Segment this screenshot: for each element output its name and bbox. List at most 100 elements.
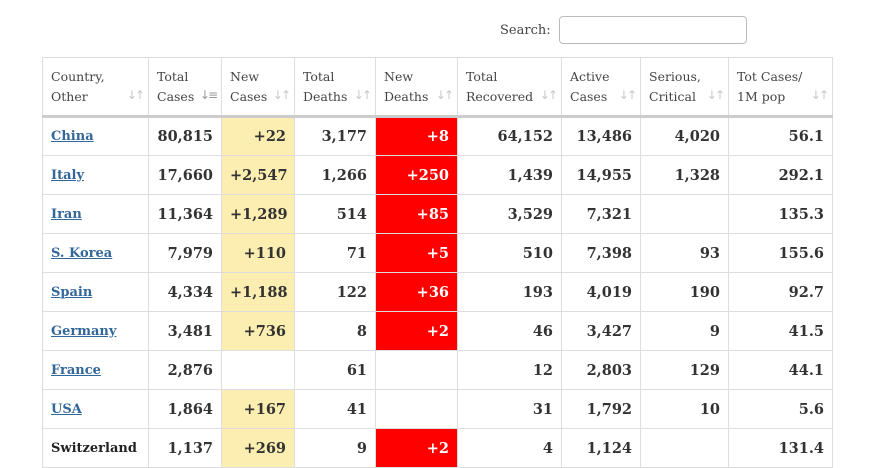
country-name: Switzerland — [51, 440, 137, 456]
table-row: Italy 17,660 +2,547 1,266 +250 1,439 14,955 1,3… — [42, 155, 833, 195]
column-header-active-cases[interactable]: Active Cases ↓↑ — [561, 57, 641, 118]
country-link[interactable]: S. Korea — [51, 245, 113, 261]
sort-both-icon[interactable]: ↓↑ — [810, 88, 829, 102]
total-recovered-cell: 193 — [457, 272, 562, 312]
serious-critical-cell: 190 — [640, 272, 729, 312]
column-header-serious-critical[interactable]: Serious, Critical ↓↑ — [640, 57, 729, 118]
country-link[interactable]: Italy — [51, 167, 85, 183]
active-cases-cell: 2,803 — [561, 350, 641, 390]
column-header-label: Total Recovered — [466, 68, 534, 104]
serious-critical-cell: 10 — [640, 389, 729, 429]
table-row: Iran 11,364 +1,289 514 +85 3,529 7,321 135.3 — [42, 194, 833, 234]
sort-both-icon[interactable]: ↓↑ — [539, 88, 558, 102]
new-deaths-cell: +36 — [375, 272, 458, 312]
column-header-label: Active Cases — [570, 68, 610, 104]
country-link[interactable]: Iran — [51, 206, 82, 222]
total-deaths-cell: 8 — [294, 311, 376, 351]
total-cases-cell: 80,815 — [148, 116, 222, 156]
active-cases-cell: 3,427 — [561, 311, 641, 351]
total-deaths-cell: 3,177 — [294, 116, 376, 156]
new-cases-cell: +269 — [221, 428, 295, 468]
total-recovered-cell: 31 — [457, 389, 562, 429]
per-million-cell: 155.6 — [728, 233, 833, 273]
total-recovered-cell: 1,439 — [457, 155, 562, 195]
new-deaths-cell: +5 — [375, 233, 458, 273]
per-million-cell: 131.4 — [728, 428, 833, 468]
table-row: USA 1,864 +167 41 31 1,792 10 5.6 — [42, 389, 833, 429]
per-million-cell: 56.1 — [728, 116, 833, 156]
active-cases-cell: 7,321 — [561, 194, 641, 234]
total-deaths-cell: 61 — [294, 350, 376, 390]
new-deaths-cell — [375, 389, 458, 429]
serious-critical-cell — [640, 194, 729, 234]
column-header-label: Country, Other — [51, 68, 105, 104]
country-link[interactable]: Spain — [51, 284, 93, 300]
sort-both-icon[interactable]: ↓↑ — [272, 88, 291, 102]
column-header-total-cases[interactable]: Total Cases ↓≡ — [148, 57, 222, 118]
column-header-total-deaths[interactable]: Total Deaths ↓↑ — [294, 57, 376, 118]
total-recovered-cell: 510 — [457, 233, 562, 273]
column-header-new-deaths[interactable]: New Deaths ↓↑ — [375, 57, 458, 118]
country-cell: France — [42, 350, 149, 390]
active-cases-cell: 1,124 — [561, 428, 641, 468]
country-link[interactable]: Germany — [51, 323, 117, 339]
table-row: S. Korea 7,979 +110 71 +5 510 7,398 93 155.6 — [42, 233, 833, 273]
serious-critical-cell: 1,328 — [640, 155, 729, 195]
active-cases-cell: 4,019 — [561, 272, 641, 312]
serious-critical-cell: 4,020 — [640, 116, 729, 156]
total-deaths-cell: 41 — [294, 389, 376, 429]
active-cases-cell: 13,486 — [561, 116, 641, 156]
column-header-label: Tot Cases/ 1M pop — [737, 68, 803, 104]
sort-desc-icon[interactable]: ↓≡ — [199, 88, 218, 102]
serious-critical-cell — [640, 428, 729, 468]
search-input[interactable] — [558, 16, 747, 44]
sort-both-icon[interactable]: ↓↑ — [353, 88, 372, 102]
column-header-country[interactable]: Country, Other ↓↑ — [42, 57, 149, 118]
new-deaths-cell: +2 — [375, 428, 458, 468]
table-row: Germany 3,481 +736 8 +2 46 3,427 9 41.5 — [42, 311, 833, 351]
new-cases-cell: +2,547 — [221, 155, 295, 195]
total-deaths-cell: 1,266 — [294, 155, 376, 195]
column-header-label: Serious, Critical — [649, 68, 701, 104]
per-million-cell: 44.1 — [728, 350, 833, 390]
country-link[interactable]: China — [51, 129, 94, 144]
sort-both-icon[interactable]: ↓↑ — [706, 88, 725, 102]
total-recovered-cell: 4 — [457, 428, 562, 468]
per-million-cell: 292.1 — [728, 155, 833, 195]
sort-both-icon[interactable]: ↓↑ — [126, 88, 145, 102]
country-link[interactable]: France — [51, 362, 101, 378]
total-cases-cell: 17,660 — [148, 155, 222, 195]
column-header-new-cases[interactable]: New Cases ↓↑ — [221, 57, 295, 118]
country-cell: USA — [42, 389, 149, 429]
country-link[interactable]: USA — [51, 401, 82, 417]
per-million-cell: 5.6 — [728, 389, 833, 429]
total-recovered-cell: 3,529 — [457, 194, 562, 234]
total-recovered-cell: 46 — [457, 311, 562, 351]
total-cases-cell: 4,334 — [148, 272, 222, 312]
new-deaths-cell: +8 — [375, 116, 458, 156]
table-row: France 2,876 61 12 2,803 129 44.1 — [42, 350, 833, 390]
search-label: Search: — [500, 22, 551, 38]
country-cell: S. Korea — [42, 233, 149, 273]
total-recovered-cell: 64,152 — [457, 116, 562, 156]
new-deaths-cell: +85 — [375, 194, 458, 234]
serious-critical-cell: 129 — [640, 350, 729, 390]
search-bar: Search: — [500, 16, 747, 44]
total-cases-cell: 2,876 — [148, 350, 222, 390]
table-row: Spain 4,334 +1,188 122 +36 193 4,019 190 92.7 — [42, 272, 833, 312]
sort-both-icon[interactable]: ↓↑ — [435, 88, 454, 102]
total-deaths-cell: 122 — [294, 272, 376, 312]
new-deaths-cell: +250 — [375, 155, 458, 195]
column-header-label: New Cases — [230, 68, 268, 104]
column-header-label: Total Cases — [157, 68, 195, 104]
column-header-total-recovered[interactable]: Total Recovered ↓↑ — [457, 57, 562, 118]
table-row: Switzerland 1,137 +269 9 +2 4 1,124 131.4 — [42, 428, 833, 468]
new-cases-cell — [221, 350, 295, 390]
column-header-cases-per-million[interactable]: Tot Cases/ 1M pop ↓↑ — [728, 57, 833, 118]
table-row: China 80,815 +22 3,177 +8 64,152 13,486 4,020 56… — [42, 116, 833, 156]
new-cases-cell: +1,289 — [221, 194, 295, 234]
country-cell: Switzerland — [42, 428, 149, 468]
active-cases-cell: 1,792 — [561, 389, 641, 429]
total-cases-cell: 11,364 — [148, 194, 222, 234]
sort-both-icon[interactable]: ↓↑ — [618, 88, 637, 102]
